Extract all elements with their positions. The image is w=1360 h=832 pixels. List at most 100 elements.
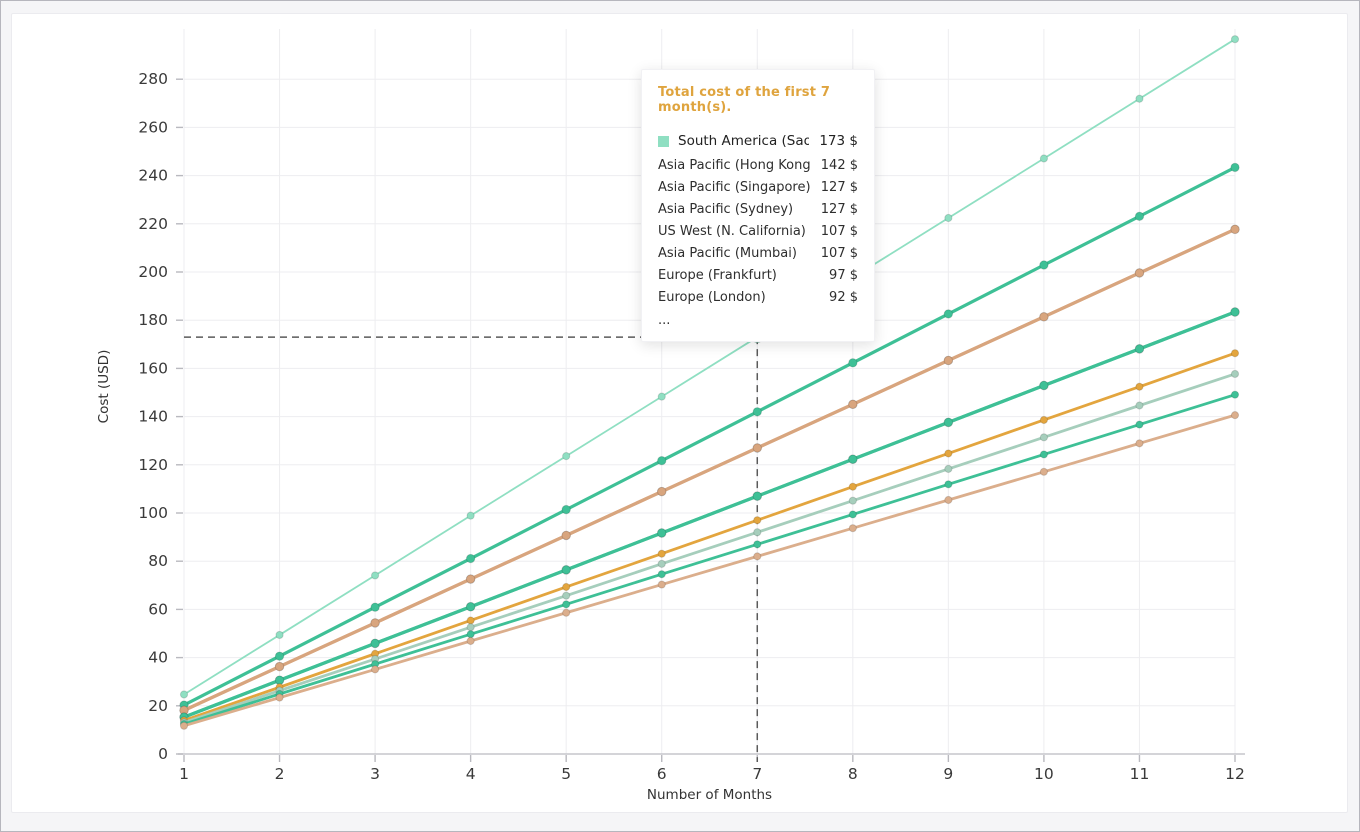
data-point[interactable]	[657, 549, 666, 558]
data-point[interactable]	[561, 565, 571, 575]
tooltip-row-value: 92 $	[829, 290, 858, 305]
data-point[interactable]	[370, 638, 380, 649]
data-point[interactable]	[848, 496, 857, 505]
data-point[interactable]	[943, 309, 954, 319]
data-point[interactable]	[562, 608, 571, 617]
data-point[interactable]	[1039, 260, 1049, 270]
data-point[interactable]	[1135, 420, 1144, 429]
x-tick-label: 3	[370, 765, 380, 783]
data-point[interactable]	[1039, 154, 1049, 163]
data-point[interactable]	[1230, 369, 1240, 379]
data-point[interactable]	[561, 530, 571, 541]
data-point[interactable]	[466, 636, 475, 646]
data-point[interactable]	[848, 510, 857, 519]
y-tick-label: 200	[138, 263, 168, 281]
data-point[interactable]	[944, 464, 953, 473]
series-line[interactable]	[182, 413, 1237, 728]
data-point[interactable]	[1230, 162, 1240, 173]
data-point[interactable]	[179, 690, 189, 699]
tooltip-row: Europe (Frankfurt) 97 $	[658, 265, 858, 287]
data-point[interactable]	[1039, 415, 1049, 425]
series-line[interactable]	[182, 393, 1237, 726]
data-point[interactable]	[848, 524, 857, 533]
data-point[interactable]	[1135, 439, 1144, 448]
data-point[interactable]	[1135, 401, 1144, 410]
data-point[interactable]	[943, 355, 954, 366]
data-point[interactable]	[1039, 467, 1049, 476]
data-point[interactable]	[753, 552, 762, 561]
data-point[interactable]	[753, 540, 762, 549]
series-line[interactable]	[183, 38, 1236, 696]
tooltip-row-label: South America (Sao Paulo)	[678, 133, 810, 149]
data-point[interactable]	[465, 602, 476, 612]
data-point[interactable]	[370, 602, 380, 612]
data-point[interactable]	[1230, 35, 1240, 44]
data-point[interactable]	[274, 651, 285, 661]
data-point[interactable]	[465, 553, 476, 564]
data-point[interactable]	[1039, 312, 1049, 322]
data-point[interactable]	[1134, 211, 1145, 222]
data-point[interactable]	[1230, 307, 1240, 317]
data-point[interactable]	[657, 580, 666, 589]
x-tick-label: 4	[466, 765, 476, 783]
data-point[interactable]	[466, 630, 475, 639]
data-point[interactable]	[1230, 224, 1240, 235]
data-point[interactable]	[1039, 380, 1049, 391]
data-point[interactable]	[944, 449, 953, 458]
data-point[interactable]	[562, 452, 571, 461]
data-point[interactable]	[370, 571, 380, 580]
data-point[interactable]	[943, 417, 954, 428]
data-point[interactable]	[1039, 433, 1049, 442]
data-point[interactable]	[1230, 411, 1240, 420]
tooltip-row-label: Asia Pacific (Mumbai)	[658, 246, 797, 261]
data-point[interactable]	[657, 570, 666, 579]
data-point[interactable]	[753, 528, 762, 537]
y-tick-label: 240	[138, 167, 168, 185]
data-point[interactable]	[848, 358, 858, 368]
data-point[interactable]	[562, 582, 571, 592]
series-line[interactable]	[182, 351, 1237, 722]
data-point[interactable]	[848, 454, 858, 464]
series-line[interactable]	[182, 165, 1237, 707]
data-point[interactable]	[657, 559, 666, 568]
series-line[interactable]	[182, 372, 1237, 724]
data-point[interactable]	[1134, 344, 1145, 354]
tooltip-row-value: 107 $	[820, 224, 858, 239]
data-point[interactable]	[1135, 382, 1144, 391]
data-point[interactable]	[466, 511, 475, 520]
data-point[interactable]	[657, 486, 667, 497]
data-point[interactable]	[657, 528, 667, 538]
data-point[interactable]	[562, 600, 571, 609]
data-point[interactable]	[944, 213, 953, 223]
data-point[interactable]	[752, 443, 762, 453]
data-point[interactable]	[370, 618, 380, 628]
data-point[interactable]	[466, 623, 475, 632]
data-point[interactable]	[752, 491, 762, 501]
data-point[interactable]	[274, 661, 285, 672]
data-point[interactable]	[1134, 268, 1145, 278]
data-point[interactable]	[1039, 450, 1049, 459]
data-point[interactable]	[848, 482, 857, 491]
data-point[interactable]	[275, 630, 284, 640]
data-point[interactable]	[1230, 349, 1240, 358]
data-point[interactable]	[848, 399, 858, 410]
data-point[interactable]	[1230, 390, 1240, 399]
data-point[interactable]	[657, 456, 667, 466]
data-point[interactable]	[562, 591, 571, 600]
data-point[interactable]	[1135, 94, 1144, 103]
data-point[interactable]	[944, 495, 953, 505]
data-point[interactable]	[370, 665, 380, 674]
data-point[interactable]	[752, 407, 762, 417]
data-point[interactable]	[657, 392, 666, 401]
series-line[interactable]	[182, 310, 1237, 719]
data-point[interactable]	[561, 504, 571, 515]
data-point[interactable]	[466, 616, 475, 625]
data-point[interactable]	[275, 693, 284, 702]
data-point[interactable]	[179, 721, 189, 730]
data-point[interactable]	[753, 516, 762, 525]
data-point[interactable]	[944, 480, 953, 489]
tooltip-row-label: Europe (London)	[658, 290, 766, 305]
data-point[interactable]	[465, 574, 476, 584]
series-line[interactable]	[182, 227, 1237, 712]
